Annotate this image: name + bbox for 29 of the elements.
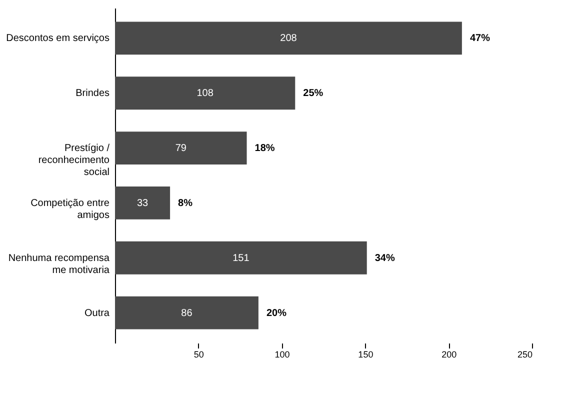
data-label: 108 bbox=[196, 88, 214, 100]
annotation: 34% bbox=[374, 252, 395, 264]
data-label: 208 bbox=[280, 33, 298, 44]
y-tick-label: Descontos em serviços bbox=[6, 33, 110, 44]
annotation: 47% bbox=[470, 33, 490, 44]
annotation: 25% bbox=[303, 88, 324, 100]
data-label: 33 bbox=[136, 198, 149, 209]
data-label: 86 bbox=[181, 308, 193, 319]
y-tick-label: Brindes bbox=[76, 88, 110, 100]
bar bbox=[115, 76, 296, 110]
data-label: 151 bbox=[232, 252, 250, 264]
x-tick-label: 50 bbox=[194, 350, 204, 360]
bar bbox=[115, 241, 367, 274]
annotation: 20% bbox=[266, 308, 287, 319]
annotation: 18% bbox=[254, 143, 275, 154]
y-tick-label: Competição entre amigos bbox=[30, 198, 110, 221]
bar bbox=[115, 22, 462, 55]
y-tick-label: Nenhuma recompensa me motivaria bbox=[8, 252, 110, 276]
bar bbox=[115, 132, 247, 165]
x-tick-label: 100 bbox=[274, 350, 290, 360]
y-tick-label: Outra bbox=[84, 308, 110, 319]
data-label: 79 bbox=[175, 143, 187, 154]
bar bbox=[115, 186, 170, 220]
x-tick-label: 200 bbox=[442, 350, 457, 360]
bar bbox=[115, 296, 258, 330]
y-tick-label: Prestígio / reconhecimento social bbox=[38, 143, 110, 178]
x-tick-label: 150 bbox=[358, 350, 374, 360]
annotation: 8% bbox=[178, 198, 193, 209]
x-tick-label: 250 bbox=[517, 350, 532, 360]
